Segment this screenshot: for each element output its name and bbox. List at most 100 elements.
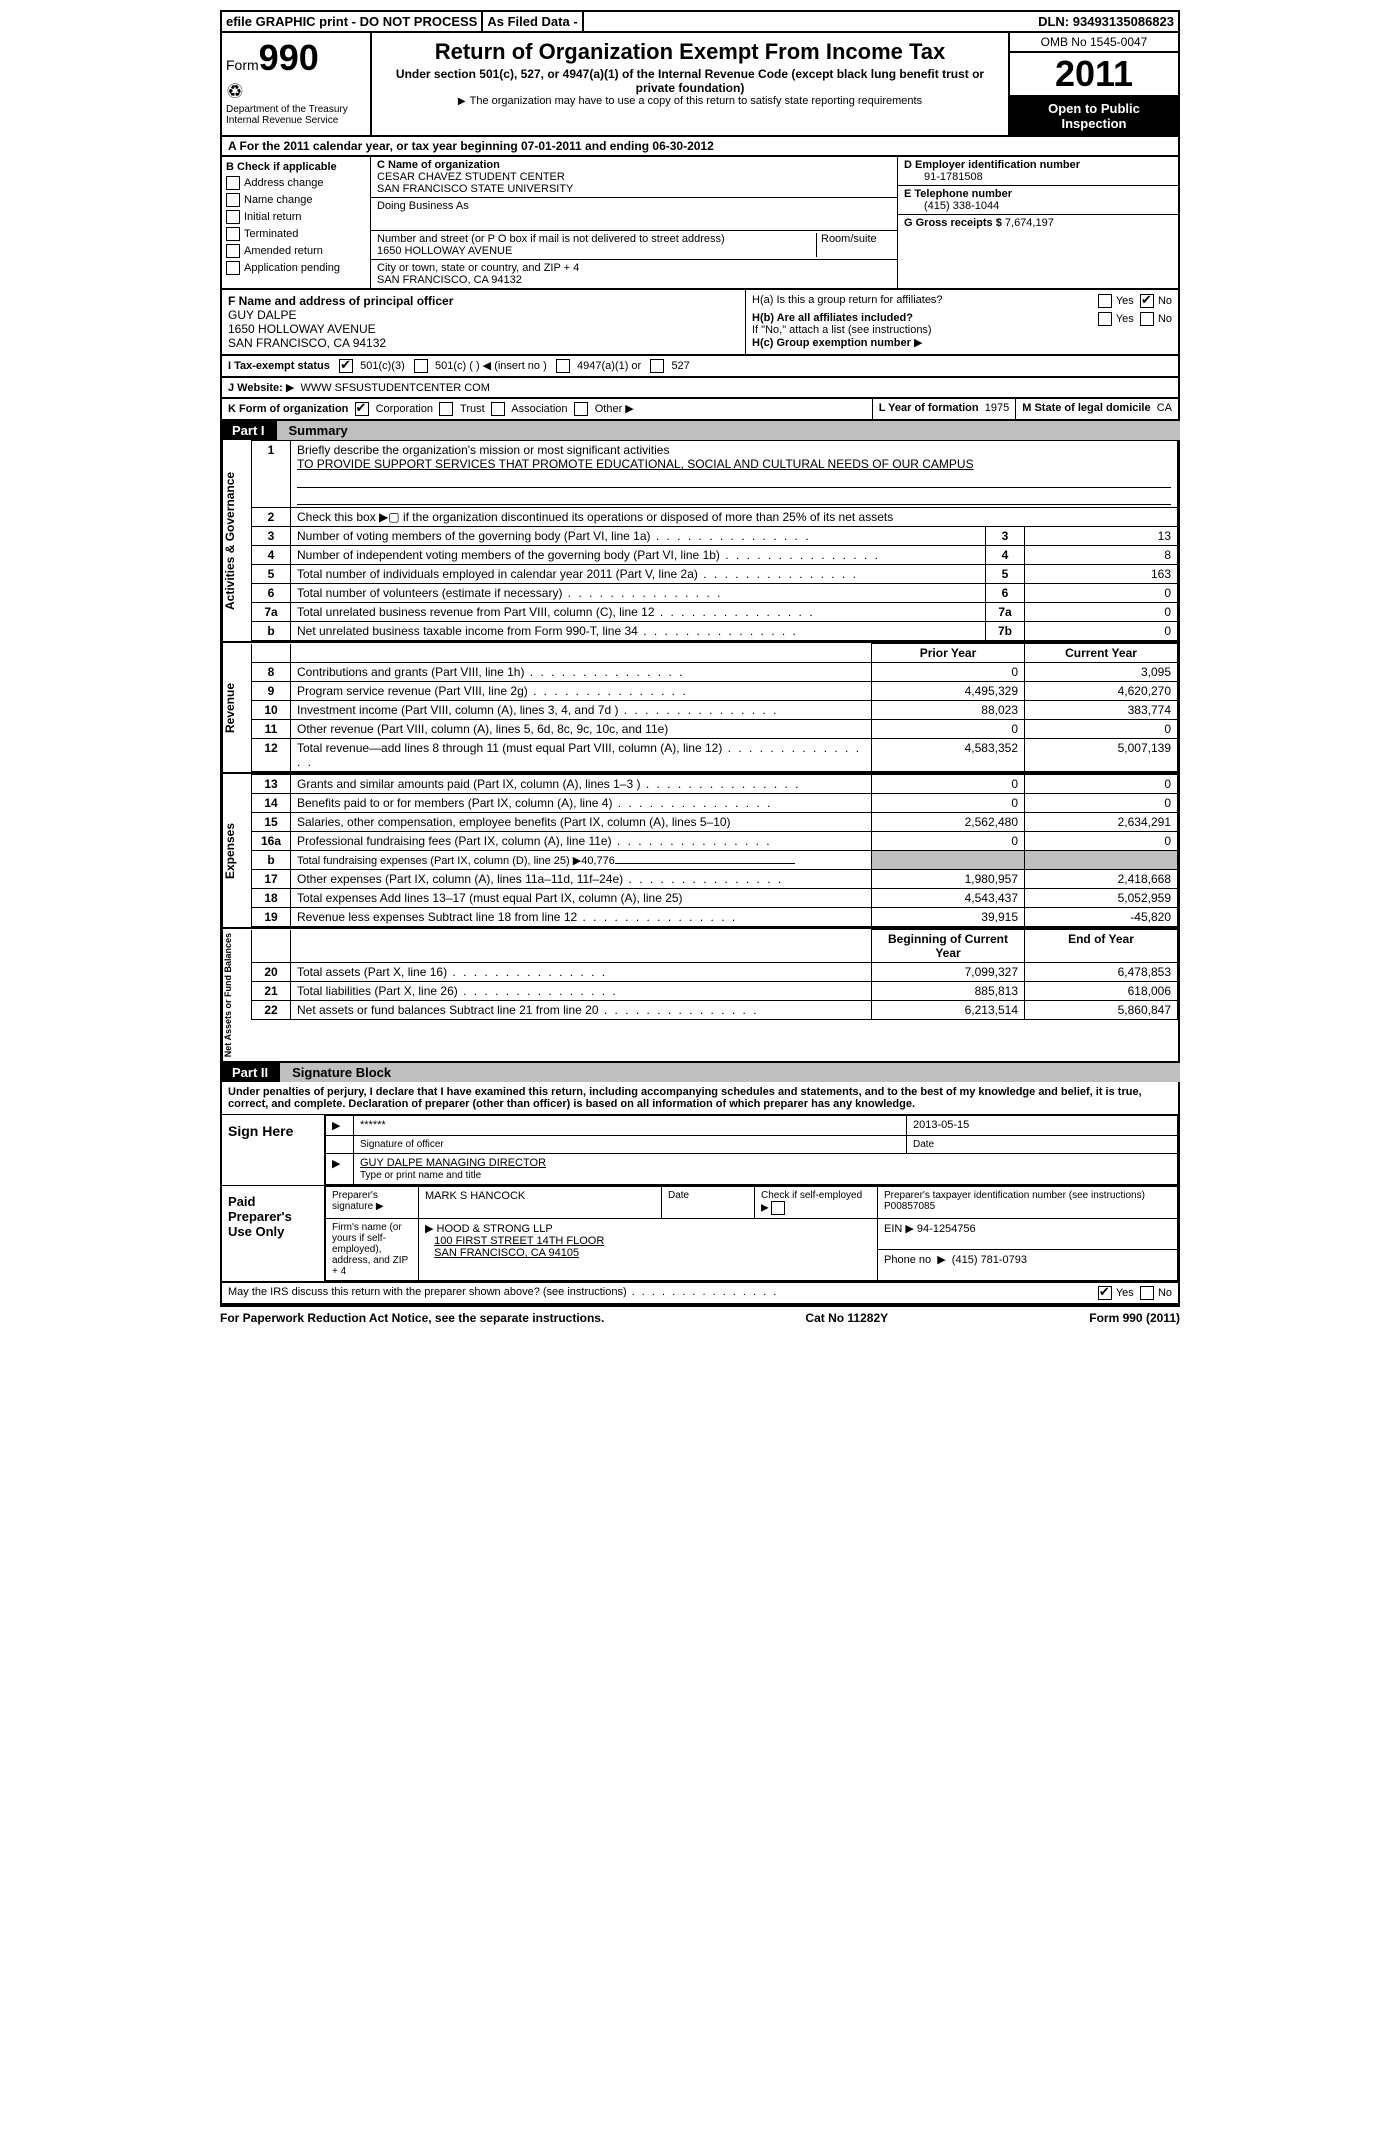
ha-row: H(a) Is this a group return for affiliat… — [752, 294, 1172, 306]
section-f: F Name and address of principal officer … — [222, 290, 746, 354]
officer-name: GUY DALPE — [228, 308, 739, 322]
row-k: K Form of organization Corporation Trust… — [220, 399, 1180, 421]
efile-graphic: efile GRAPHIC print - DO NOT PROCESS — [222, 12, 483, 31]
section-revenue: Revenue Prior YearCurrent Year 8Contribu… — [220, 643, 1180, 774]
section-b: B Check if applicable Address change Nam… — [222, 157, 371, 288]
exp-row-18: Total expenses Add lines 13–17 (must equ… — [291, 889, 872, 908]
open-inspection: Open to Public Inspection — [1010, 97, 1178, 135]
exp-row-19: Revenue less expenses Subtract line 18 f… — [291, 908, 872, 927]
hc-row: H(c) Group exemption number ▶ — [752, 336, 1172, 349]
firm-phone: (415) 781-0793 — [952, 1254, 1027, 1266]
officer-city: SAN FRANCISCO, CA 94132 — [228, 336, 739, 350]
dln-label: DLN: — [1038, 14, 1069, 29]
dln-value: 93493135086823 — [1073, 14, 1174, 29]
gov-row-7a: Total unrelated business revenue from Pa… — [291, 603, 986, 622]
form-subtitle: Under section 501(c), 527, or 4947(a)(1)… — [376, 67, 1004, 95]
ptin-value: P00857085 — [884, 1201, 935, 1212]
recycle-icon: ♽ — [226, 79, 366, 104]
room-suite: Room/suite — [816, 233, 891, 257]
self-employed-check[interactable]: Check if self-employed ▶ — [755, 1187, 878, 1219]
phone-label: E Telephone number — [904, 188, 1172, 200]
preparer-name: MARK S HANCOCK — [419, 1187, 662, 1219]
perjury-text: Under penalties of perjury, I declare th… — [222, 1082, 1178, 1114]
part-2-header: Part II Signature Block — [220, 1063, 1180, 1082]
governance-side-label: Activities & Governance — [222, 440, 251, 641]
discuss-row: May the IRS discuss this return with the… — [220, 1283, 1180, 1305]
line2: Check this box ▶▢ if the organization di… — [291, 508, 1178, 527]
street-label: Number and street (or P O box if mail is… — [377, 233, 816, 245]
footer-right: Form 990 (2011) — [1089, 1311, 1180, 1325]
firm-name: HOOD & STRONG LLP — [437, 1223, 553, 1235]
city-label: City or town, state or country, and ZIP … — [377, 262, 891, 274]
rev-row-9: Program service revenue (Part VIII, line… — [291, 682, 872, 701]
chk-address-change[interactable]: Address change — [226, 176, 366, 190]
current-year-header: Current Year — [1025, 644, 1178, 663]
firm-ein: 94-1254756 — [917, 1223, 976, 1235]
section-governance: Activities & Governance 1 Briefly descri… — [220, 440, 1180, 643]
revenue-side-label: Revenue — [222, 643, 251, 772]
footer-center: Cat No 11282Y — [805, 1311, 888, 1325]
tax-year: 2011 — [1010, 53, 1178, 97]
street-value: 1650 HOLLOWAY AVENUE — [377, 245, 816, 257]
efile-dln: DLN: 93493135086823 — [1034, 12, 1178, 31]
sig-officer-label: Signature of officer — [354, 1136, 907, 1154]
row-i: I Tax-exempt status 501(c)(3) 501(c) ( )… — [220, 356, 1180, 378]
part-1-header: Part I Summary — [220, 421, 1180, 440]
gov-row-3: Number of voting members of the governin… — [291, 527, 986, 546]
form-header: Form990 ♽ Department of the Treasury Int… — [220, 33, 1180, 137]
org-name-label: C Name of organization — [377, 159, 891, 171]
firm-addr2: SAN FRANCISCO, CA 94105 — [434, 1247, 579, 1259]
firm-addr1: 100 FIRST STREET 14TH FLOOR — [434, 1235, 604, 1247]
sign-here-label: Sign Here — [222, 1115, 325, 1185]
ein-label: D Employer identification number — [904, 159, 1172, 171]
dept-treasury: Department of the Treasury — [226, 104, 366, 115]
exp-row-13: Grants and similar amounts paid (Part IX… — [291, 775, 872, 794]
part-2-title: Signature Block — [280, 1063, 1180, 1082]
expenses-side-label: Expenses — [222, 774, 251, 927]
chk-terminated[interactable]: Terminated — [226, 227, 366, 241]
form-note: The organization may have to use a copy … — [376, 95, 1004, 107]
row-a-taxyear: A For the 2011 calendar year, or tax yea… — [220, 137, 1180, 157]
rev-row-10: Investment income (Part VIII, column (A)… — [291, 701, 872, 720]
part-1-title: Summary — [277, 421, 1180, 440]
exp-row-17: Other expenses (Part IX, column (A), lin… — [291, 870, 872, 889]
omb-number: OMB No 1545-0047 — [1010, 33, 1178, 53]
gross-receipts: G Gross receipts $ 7,674,197 — [898, 215, 1178, 231]
part-1-tab: Part I — [220, 421, 277, 440]
section-expenses: Expenses 13Grants and similar amounts pa… — [220, 774, 1180, 929]
sig-date: 2013-05-15 — [907, 1116, 1178, 1136]
firm-label: Firm's name (or yours if self-employed),… — [326, 1219, 419, 1281]
chk-initial-return[interactable]: Initial return — [226, 210, 366, 224]
sig-date-label: Date — [907, 1136, 1178, 1154]
form-title: Return of Organization Exempt From Incom… — [376, 39, 1004, 65]
ein-value: 91-1781508 — [904, 171, 1172, 183]
line1-text: TO PROVIDE SUPPORT SERVICES THAT PROMOTE… — [297, 457, 974, 471]
paid-preparer-label: Paid Preparer's Use Only — [222, 1186, 325, 1281]
chk-amended[interactable]: Amended return — [226, 244, 366, 258]
gov-row-6: Total number of volunteers (estimate if … — [291, 584, 986, 603]
officer-street: 1650 HOLLOWAY AVENUE — [228, 322, 739, 336]
org-name-2: SAN FRANCISCO STATE UNIVERSITY — [377, 183, 891, 195]
hb-row: H(b) Are all affiliates included? Yes No — [752, 312, 1172, 324]
na-row-21: Total liabilities (Part X, line 26) — [291, 982, 872, 1001]
irs-label: Internal Revenue Service — [226, 115, 366, 126]
na-row-22: Net assets or fund balances Subtract lin… — [291, 1001, 872, 1020]
officer-label: F Name and address of principal officer — [228, 294, 739, 308]
gov-row-4: Number of independent voting members of … — [291, 546, 986, 565]
phone-value: (415) 338-1044 — [904, 200, 1172, 212]
chk-name-change[interactable]: Name change — [226, 193, 366, 207]
line1-label: Briefly describe the organization's miss… — [297, 443, 669, 457]
exp-row-16b: Total fundraising expenses (Part IX, col… — [291, 851, 872, 870]
rev-row-11: Other revenue (Part VIII, column (A), li… — [291, 720, 872, 739]
efile-bar: efile GRAPHIC print - DO NOT PROCESS As … — [220, 10, 1180, 33]
section-b-label: B Check if applicable — [226, 161, 366, 173]
section-netassets: Net Assets or Fund Balances Beginning of… — [220, 929, 1180, 1063]
block-fh: F Name and address of principal officer … — [220, 290, 1180, 356]
form-number: Form990 — [226, 37, 366, 79]
org-name-1: CESAR CHAVEZ STUDENT CENTER — [377, 171, 891, 183]
netassets-side-label: Net Assets or Fund Balances — [222, 929, 251, 1061]
section-c: C Name of organization CESAR CHAVEZ STUD… — [371, 157, 898, 288]
officer-signature: ****** — [360, 1119, 386, 1131]
block-bcd: B Check if applicable Address change Nam… — [220, 157, 1180, 290]
chk-app-pending[interactable]: Application pending — [226, 261, 366, 275]
